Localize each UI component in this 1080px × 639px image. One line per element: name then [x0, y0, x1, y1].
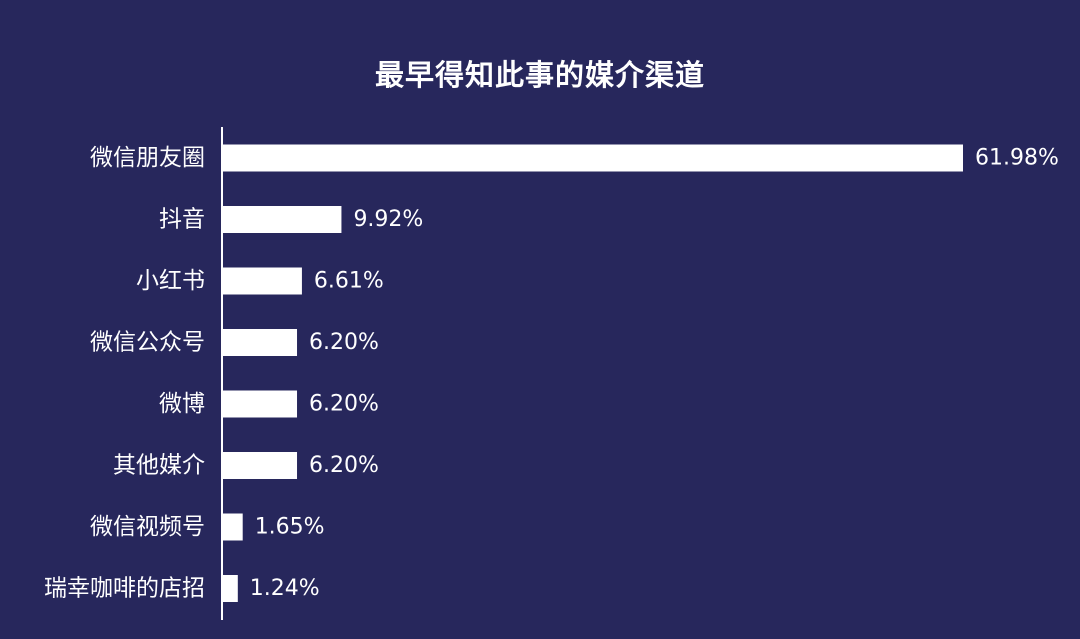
bar: [223, 144, 963, 172]
value-label: 6.61%: [314, 269, 384, 294]
bar: [223, 513, 243, 541]
category-label: 抖音: [159, 207, 205, 233]
category-label: 微信朋友圈: [90, 145, 205, 171]
category-label: 微信视频号: [90, 514, 205, 540]
bar: [223, 452, 298, 479]
category-label: 瑞幸咖啡的店招: [44, 576, 205, 602]
bar: [223, 390, 298, 418]
value-label: 61.98%: [975, 146, 1059, 171]
bar: [223, 575, 238, 602]
category-label: 微信公众号: [90, 330, 205, 356]
category-label: 微博: [159, 391, 205, 417]
value-label: 6.20%: [309, 330, 379, 355]
bar: [223, 329, 298, 356]
chart-title: 最早得知此事的媒介渠道: [374, 58, 705, 92]
value-label: 6.20%: [309, 392, 379, 417]
value-label: 9.92%: [353, 207, 423, 232]
category-label: 小红书: [136, 268, 205, 294]
value-label: 6.20%: [309, 453, 379, 478]
labels-layer: 微信朋友圈 61.98% 抖音 9.92% 小红书 6.61% 微信公众号 6.20% 微博 6.…: [44, 145, 1059, 602]
bar: [223, 267, 302, 295]
bar: [223, 206, 342, 233]
value-label: 1.24%: [250, 576, 320, 601]
category-label: 其他媒介: [113, 453, 205, 479]
value-label: 1.65%: [255, 515, 325, 540]
bars-layer: [223, 144, 963, 602]
